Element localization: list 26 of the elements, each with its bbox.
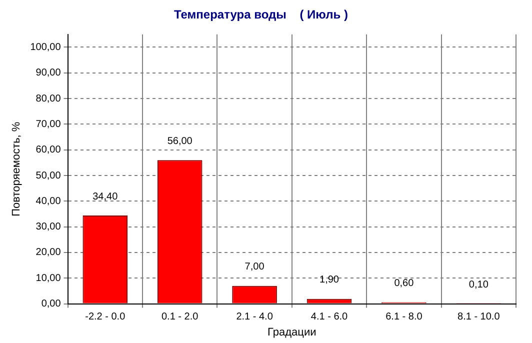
x-tick-label: 0.1 - 2.0 <box>161 312 199 323</box>
chart-title: Температура воды ( Июль ) <box>174 8 348 22</box>
y-axis-title: Повторяемость, % <box>10 122 23 216</box>
data-label: 56,00 <box>167 136 193 147</box>
y-tick-label: 20,00 <box>36 247 62 258</box>
y-tick-label: 60,00 <box>36 144 62 156</box>
x-tick-label: 2.1 - 4.0 <box>236 312 274 323</box>
x-tick-label: 8.1 - 10.0 <box>458 312 500 323</box>
x-axis-title: Градации <box>268 326 316 338</box>
y-tick-label: 50,00 <box>36 170 62 182</box>
y-tick-label: 0,00 <box>41 298 62 310</box>
y-tick-label: 90,00 <box>36 68 62 79</box>
data-label: 0,10 <box>468 279 489 290</box>
data-label: 7,00 <box>244 262 265 273</box>
y-tick-label: 30,00 <box>36 222 62 233</box>
data-label: 1,90 <box>320 274 340 286</box>
data-label: 34,40 <box>92 191 118 202</box>
y-tick-label: 40,00 <box>36 196 62 207</box>
y-tick-label: 10,00 <box>36 272 62 284</box>
x-tick-label: -2.2 - 0.0 <box>85 312 126 323</box>
y-tick-label: 100,00 <box>30 42 62 53</box>
y-tick-label: 70,00 <box>36 118 62 130</box>
data-label: 0,60 <box>394 278 414 290</box>
x-tick-label: 4.1 - 6.0 <box>310 312 348 323</box>
y-tick-label: 80,00 <box>36 93 62 104</box>
x-tick-label: 6.1 - 8.0 <box>386 312 423 323</box>
